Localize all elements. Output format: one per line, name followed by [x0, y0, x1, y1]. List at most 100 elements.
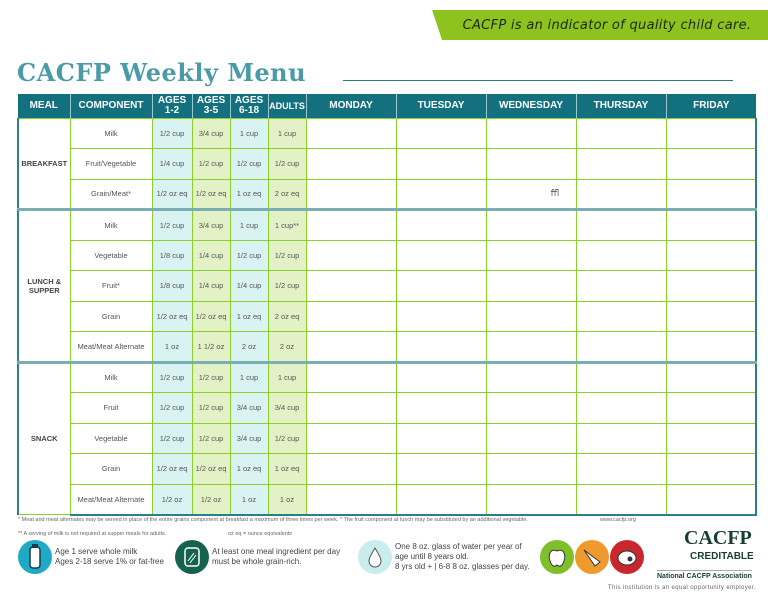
- menu-entry-friday[interactable]: [665, 148, 757, 180]
- menu-entry-thursday[interactable]: [575, 392, 667, 424]
- menu-entry-thursday[interactable]: [575, 422, 667, 454]
- portion-a618: 1/2 cup: [229, 239, 269, 271]
- stray-mark: ﬄ: [550, 188, 560, 199]
- menu-entry-friday[interactable]: [665, 117, 757, 149]
- menu-entry-thursday[interactable]: [575, 178, 667, 210]
- portion-a12: 1/2 oz eq: [151, 300, 193, 332]
- menu-entry-wednesday[interactable]: [485, 239, 577, 271]
- portion-a12: 1 oz: [151, 331, 193, 363]
- menu-entry-thursday[interactable]: [575, 331, 667, 363]
- menu-entry-tuesday[interactable]: [395, 300, 487, 332]
- menu-entry-friday[interactable]: [665, 453, 757, 485]
- table-row: LUNCH & SUPPER Milk 1/2 cup 3/4 cup 1 cup 1 c…: [17, 208, 757, 363]
- menu-entry-friday[interactable]: [665, 392, 757, 424]
- menu-entry-friday[interactable]: [665, 422, 757, 454]
- header-meal: MEAL: [18, 94, 70, 118]
- menu-entry-monday[interactable]: [305, 208, 397, 241]
- menu-entry-tuesday[interactable]: [395, 331, 487, 363]
- header-ages-6-18: AGES 6-18: [229, 94, 268, 118]
- menu-entry-thursday[interactable]: [575, 300, 667, 332]
- portion-a35: 1/4 cup: [191, 270, 231, 302]
- portion-a35: 1/4 cup: [191, 239, 231, 271]
- portion-ad: 1 cup**: [267, 208, 307, 241]
- menu-entry-tuesday[interactable]: [395, 392, 487, 424]
- menu-entry-monday[interactable]: [305, 178, 397, 210]
- menu-entry-friday[interactable]: [665, 178, 757, 210]
- menu-entry-wednesday[interactable]: [485, 117, 577, 149]
- menu-entry-wednesday[interactable]: [485, 300, 577, 332]
- menu-entry-tuesday[interactable]: [395, 270, 487, 302]
- menu-entry-thursday[interactable]: [575, 208, 667, 241]
- portion-a35: 1/2 oz eq: [191, 300, 231, 332]
- menu-entry-monday[interactable]: [305, 117, 397, 149]
- menu-entry-wednesday[interactable]: [485, 453, 577, 485]
- footnote-2: ** A serving of milk is not required at …: [18, 531, 167, 537]
- menu-entry-tuesday[interactable]: [395, 148, 487, 180]
- table-row: Meat/Meat Alternate 1/2 oz 1/2 oz 1 oz 1 oz: [18, 483, 757, 516]
- menu-entry-wednesday[interactable]: ﬄ: [485, 178, 577, 210]
- portion-ad: 1/2 cup: [267, 239, 307, 271]
- menu-entry-wednesday[interactable]: [485, 331, 577, 363]
- menu-entry-monday[interactable]: [305, 422, 397, 454]
- menu-entry-thursday[interactable]: [575, 453, 667, 485]
- table-row: Grain/Meat* 1/2 oz eq 1/2 oz eq 1 oz eq 2 oz…: [18, 178, 757, 210]
- header-monday: MONDAY: [305, 94, 396, 118]
- component-cell: Meat/Meat Alternate: [69, 331, 153, 363]
- menu-entry-monday[interactable]: [305, 331, 397, 363]
- menu-entry-monday[interactable]: [305, 300, 397, 332]
- menu-entry-monday[interactable]: [305, 360, 397, 393]
- menu-entry-wednesday[interactable]: [485, 360, 577, 393]
- menu-entry-thursday[interactable]: [575, 148, 667, 180]
- menu-entry-thursday[interactable]: [575, 360, 667, 393]
- menu-entry-wednesday[interactable]: [485, 270, 577, 302]
- menu-entry-thursday[interactable]: [575, 270, 667, 302]
- menu-entry-friday[interactable]: [665, 208, 757, 241]
- table-row: Vegetable 1/2 cup 1/2 cup 3/4 cup 1/2 cup: [18, 422, 757, 454]
- menu-entry-friday[interactable]: [665, 300, 757, 332]
- menu-entry-tuesday[interactable]: [395, 483, 487, 516]
- menu-entry-wednesday[interactable]: [485, 148, 577, 180]
- menu-entry-friday[interactable]: [665, 360, 757, 393]
- menu-entry-monday[interactable]: [305, 392, 397, 424]
- menu-table: MEAL COMPONENT AGES 1-2 AGES 3-5 AGES 6-18 …: [17, 94, 757, 516]
- menu-entry-wednesday[interactable]: [485, 392, 577, 424]
- menu-entry-friday[interactable]: [665, 483, 757, 516]
- menu-entry-monday[interactable]: [305, 483, 397, 516]
- menu-entry-tuesday[interactable]: [395, 360, 487, 393]
- component-cell: Grain: [69, 453, 153, 485]
- menu-entry-thursday[interactable]: [575, 117, 667, 149]
- website-link[interactable]: www.cacfp.org: [600, 517, 636, 523]
- menu-entry-tuesday[interactable]: [395, 208, 487, 241]
- header-thursday: THURSDAY: [575, 94, 666, 118]
- portion-a12: 1/2 oz eq: [151, 178, 193, 210]
- menu-entry-monday[interactable]: [305, 270, 397, 302]
- portion-a35: 1/2 oz eq: [191, 453, 231, 485]
- title-write-in-line[interactable]: [343, 80, 733, 81]
- header-ages-1-2: AGES 1-2: [151, 94, 192, 118]
- menu-entry-tuesday[interactable]: [395, 117, 487, 149]
- menu-entry-monday[interactable]: [305, 239, 397, 271]
- header-friday: FRIDAY: [665, 94, 756, 118]
- menu-entry-friday[interactable]: [665, 239, 757, 271]
- menu-entry-friday[interactable]: [665, 270, 757, 302]
- menu-entry-monday[interactable]: [305, 453, 397, 485]
- menu-entry-tuesday[interactable]: [395, 453, 487, 485]
- menu-entry-tuesday[interactable]: [395, 239, 487, 271]
- menu-entry-wednesday[interactable]: [485, 422, 577, 454]
- menu-entry-tuesday[interactable]: [395, 178, 487, 210]
- portion-ad: 1/2 cup: [267, 148, 307, 180]
- menu-entry-wednesday[interactable]: [485, 208, 577, 241]
- portion-a35: 1/2 oz eq: [191, 178, 231, 210]
- menu-entry-wednesday[interactable]: [485, 483, 577, 516]
- portion-a618: 1 cup: [229, 117, 269, 149]
- table-row: Fruit/Vegetable 1/4 cup 1/2 cup 1/2 cup 1/2 …: [18, 148, 757, 180]
- portion-a12: 1/2 cup: [151, 208, 193, 241]
- meal-label: LUNCH & SUPPER: [17, 208, 71, 363]
- menu-entry-thursday[interactable]: [575, 483, 667, 516]
- menu-entry-tuesday[interactable]: [395, 422, 487, 454]
- grain-tip: At least one meal ingredient per day must…: [212, 547, 341, 566]
- menu-entry-thursday[interactable]: [575, 239, 667, 271]
- portion-a35: 1 1/2 oz: [191, 331, 231, 363]
- menu-entry-monday[interactable]: [305, 148, 397, 180]
- menu-entry-friday[interactable]: [665, 331, 757, 363]
